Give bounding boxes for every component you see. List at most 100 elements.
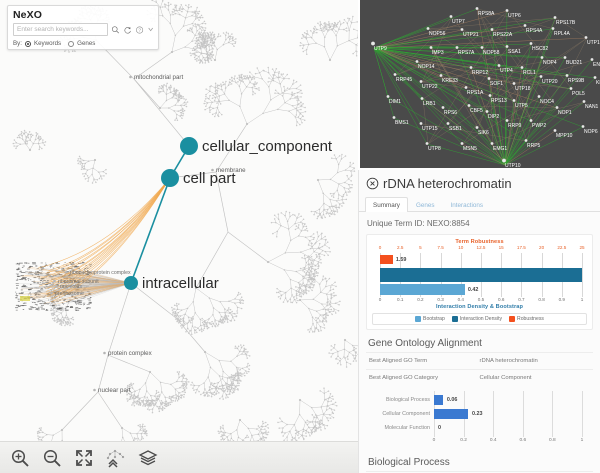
gene-node-NOP1[interactable] — [555, 106, 559, 109]
gene-node-MSN5[interactable] — [460, 142, 464, 145]
gene-node-RRP12[interactable] — [469, 66, 473, 69]
gene-label-UTP21: UTP21 — [463, 32, 479, 38]
search-icon[interactable] — [111, 24, 120, 36]
collapse-icon[interactable] — [147, 24, 153, 36]
tree-node-intracellular[interactable] — [124, 276, 138, 290]
gene-node-SSA1[interactable] — [505, 45, 509, 48]
gene-label-RPS13: RPS13 — [491, 98, 507, 104]
gene-node-UTP18[interactable] — [512, 82, 516, 85]
gene-node-RCL1[interactable] — [520, 66, 524, 69]
gene-node-SIK6[interactable] — [475, 126, 479, 129]
layers-icon[interactable] — [138, 448, 158, 468]
gene-network-graph[interactable]: UTP9 RPS8A UTP6 UTP7 RPS17B NOP56 UTP21 RPS22A R… — [360, 0, 600, 170]
gene-node-RPS8A[interactable] — [475, 7, 479, 10]
tree-node-cellular-component[interactable] — [180, 137, 198, 155]
gene-node-LRB1[interactable] — [420, 97, 424, 100]
gene-node-UTP9[interactable] — [371, 41, 375, 46]
term-detail-panel[interactable]: rDNA heterochromatin Summary Genes Inter… — [358, 170, 600, 473]
gene-node-UTP20[interactable] — [539, 75, 543, 78]
gene-node-UTP13[interactable] — [584, 36, 588, 39]
search-row[interactable]: ? — [13, 23, 153, 36]
gene-node-UTP5[interactable] — [512, 99, 516, 102]
gene-node-UTP4[interactable] — [497, 64, 501, 67]
gene-node-NOP58[interactable] — [480, 46, 484, 49]
search-panel[interactable]: NeXO ? By: — [7, 5, 159, 50]
gene-node-UTP22[interactable] — [419, 80, 423, 83]
gene-node-PWP2[interactable] — [529, 119, 533, 122]
collapse-tree-icon[interactable] — [106, 448, 126, 468]
radio-genes[interactable] — [68, 40, 75, 47]
tree-toolbar[interactable] — [0, 441, 358, 473]
gene-node-RPS9B[interactable] — [565, 74, 569, 77]
gene-node-RPS22A[interactable] — [490, 28, 494, 31]
gene-node-NOC4[interactable] — [537, 95, 541, 98]
gene-label-BMS1: BMS1 — [395, 120, 409, 126]
gene-network-panel[interactable]: UTP9 RPS8A UTP6 UTP7 RPS17B NOP56 UTP21 RPS22A R… — [358, 0, 600, 170]
gene-node-NAN1[interactable] — [582, 100, 586, 103]
gene-node-RPS6[interactable] — [441, 106, 445, 109]
gene-node-IMP3[interactable] — [429, 46, 433, 49]
search-by-row[interactable]: By: Keywords Genes — [13, 40, 153, 47]
gene-node-SOF1[interactable] — [487, 77, 491, 80]
gene-node-KRI1[interactable] — [593, 76, 597, 79]
gene-node-UTP10[interactable] — [502, 158, 506, 163]
gene-node-RRP5[interactable] — [524, 139, 528, 142]
gene-node-UTP7[interactable] — [449, 15, 453, 18]
close-circle-icon[interactable] — [366, 177, 379, 190]
tree-node-cell-part[interactable] — [161, 169, 179, 187]
network-nodes[interactable] — [371, 7, 597, 163]
gene-label-UTP9: UTP9 — [374, 46, 387, 52]
gene-node-NOP4[interactable] — [540, 56, 544, 59]
gene-node-RRP9[interactable] — [505, 119, 509, 122]
search-by-label: By: — [13, 40, 22, 47]
axis-tick: 0 — [432, 438, 436, 443]
gene-node-POL5[interactable] — [569, 87, 573, 90]
tab-genes[interactable]: Genes — [415, 202, 435, 209]
gene-node-RPS4A[interactable] — [523, 24, 527, 27]
gene-node-EMG1[interactable] — [490, 142, 494, 145]
gene-node-UTP15[interactable] — [419, 122, 423, 125]
gene-node-CBF5[interactable] — [467, 104, 471, 107]
search-input[interactable] — [13, 23, 108, 36]
axis-tick: 0.8 — [549, 438, 556, 443]
gene-label-SSB1: SSB1 — [449, 126, 462, 132]
radio-keywords[interactable] — [24, 40, 31, 47]
gene-node-ENP1[interactable] — [590, 58, 594, 61]
gene-node-KRE33[interactable] — [439, 74, 443, 77]
ontology-tree-panel[interactable]: mitochondrial part membrane protein comple… — [0, 0, 358, 473]
legend-item: Bootstrap — [415, 316, 445, 322]
gene-node-HSC82[interactable] — [529, 42, 533, 45]
detail-tabs[interactable]: Summary Genes Interactions — [359, 196, 600, 212]
gene-node-NOP14[interactable] — [415, 60, 419, 63]
gene-node-BUD21[interactable] — [563, 56, 567, 59]
radio-genes-label: Genes — [77, 40, 96, 47]
gene-node-DIM1[interactable] — [386, 95, 390, 98]
gene-node-BMS1[interactable] — [392, 116, 396, 119]
reset-icon[interactable] — [123, 24, 132, 36]
gene-node-UTP6[interactable] — [505, 9, 509, 12]
ontology-tree-graph[interactable]: mitochondrial part membrane protein comple… — [0, 0, 358, 473]
robustness-bottom-axis-ticks: 0 0.1 0.2 0.3 0.4 0.5 0.6 0.7 0.8 0.9 1 — [372, 297, 587, 304]
gene-node-SSB1[interactable] — [446, 122, 450, 125]
help-icon[interactable]: ? — [135, 24, 144, 36]
gene-node-RPS13[interactable] — [488, 94, 492, 97]
zoom-in-icon[interactable] — [10, 448, 30, 468]
gene-label-UTP8: UTP8 — [428, 146, 441, 152]
gene-node-UTP21[interactable] — [460, 28, 464, 31]
gene-label-NAN1: NAN1 — [585, 104, 599, 110]
gene-node-RPS7A[interactable] — [455, 46, 459, 49]
tab-interactions[interactable]: Interactions — [450, 202, 484, 209]
gene-node-UTP8[interactable] — [425, 142, 429, 145]
gene-node-RPL4A[interactable] — [551, 27, 555, 30]
fit-to-screen-icon[interactable] — [74, 448, 94, 468]
gene-node-NOP6[interactable] — [581, 125, 585, 128]
gene-node-MPP10[interactable] — [553, 129, 557, 132]
gene-node-RRP45[interactable] — [393, 73, 397, 76]
tab-summary[interactable]: Summary — [365, 197, 408, 212]
zoom-out-icon[interactable] — [42, 448, 62, 468]
gene-node-RPS1A[interactable] — [464, 86, 468, 89]
gene-node-DIP2[interactable] — [485, 110, 489, 113]
gene-node-NOP56[interactable] — [426, 27, 430, 30]
gene-node-RPS17B[interactable] — [553, 16, 557, 19]
